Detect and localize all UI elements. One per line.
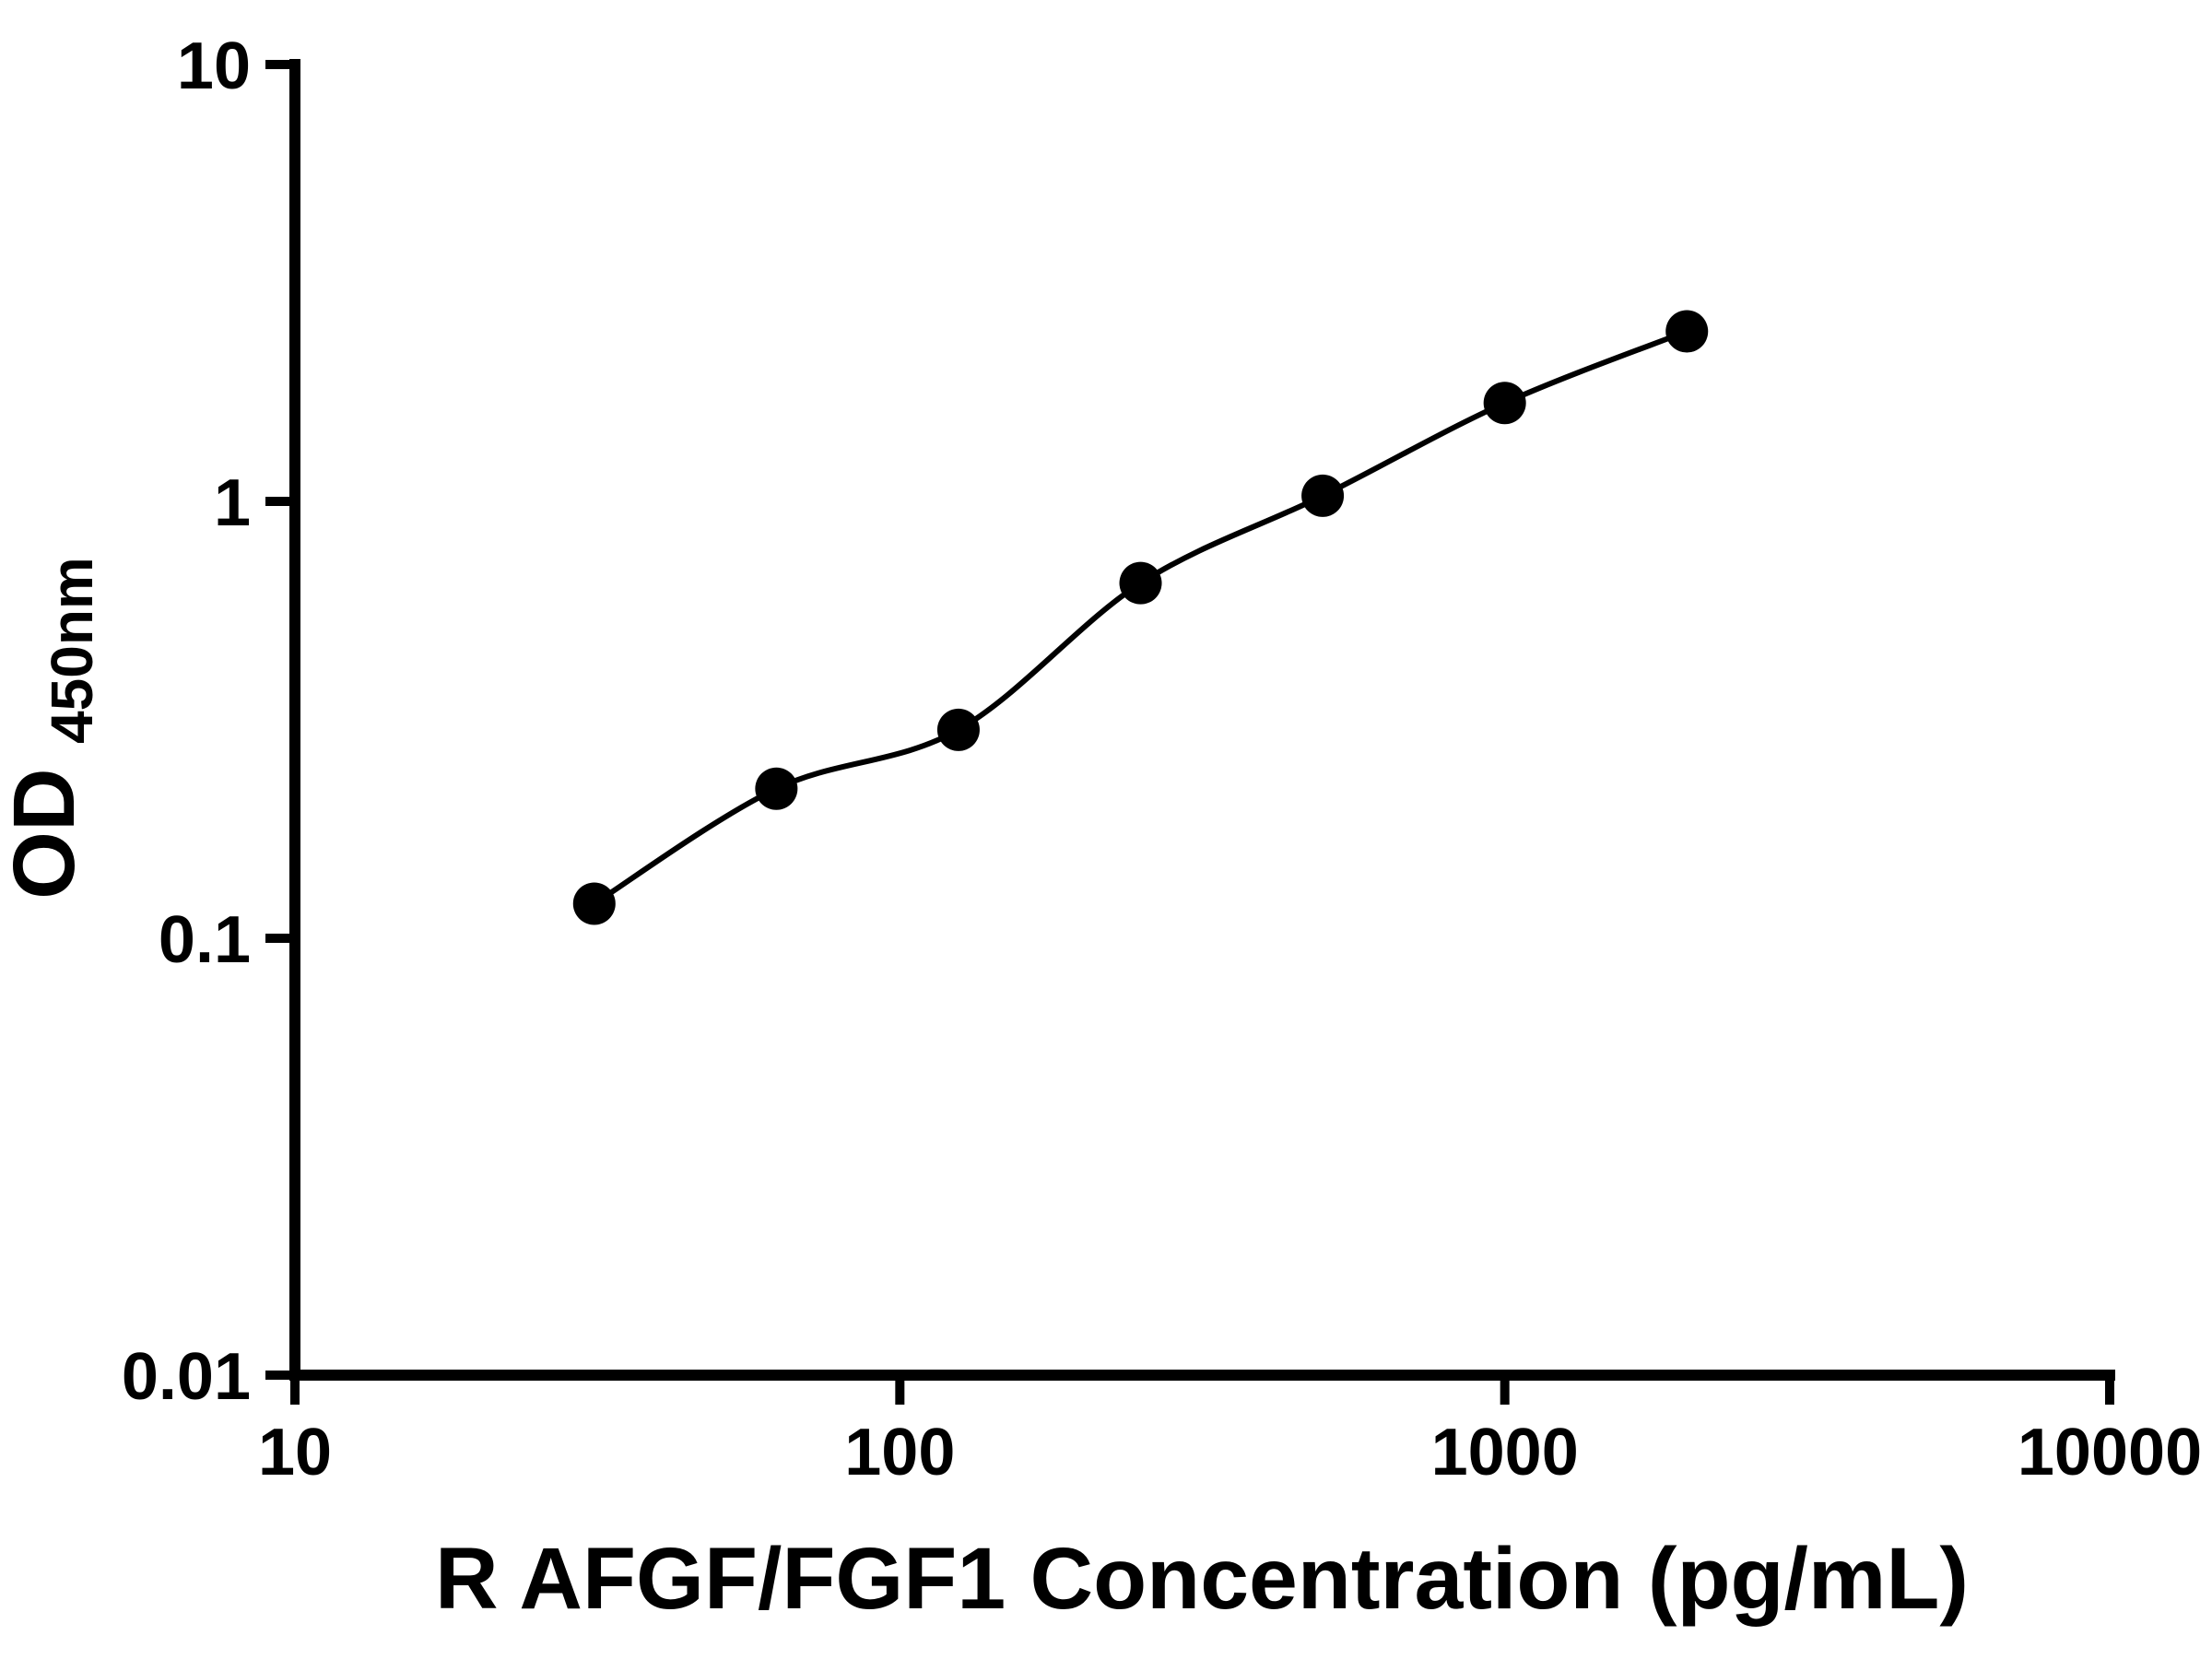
x-axis-tick-label: 100 <box>844 1416 955 1489</box>
plot-series <box>572 310 1709 925</box>
y-axis-title: OD 450nm <box>0 557 105 900</box>
y-axis-tick-label: 0.01 <box>122 1340 251 1414</box>
data-point <box>1665 310 1709 353</box>
fit-curve <box>593 328 1688 907</box>
y-axis-title-subscript: 450nm <box>39 557 105 744</box>
data-point <box>1119 561 1162 605</box>
data-point <box>1483 382 1526 425</box>
x-axis-title: R AFGF/FGF1 Concentration (pg/mL) <box>435 1530 1969 1628</box>
x-axis-tick-label: 10000 <box>2018 1416 2202 1489</box>
axes: 10 100 1000 10000 0.01 0.1 1 10 <box>122 29 2202 1489</box>
data-point <box>755 767 798 810</box>
x-axis-tick-label: 1000 <box>1431 1416 1579 1489</box>
y-axis-tick-label: 0.1 <box>159 903 251 977</box>
x-axis-tick-label: 10 <box>258 1416 332 1489</box>
data-point <box>572 882 616 925</box>
y-axis-tick-label: 1 <box>214 466 251 540</box>
axis-spine <box>289 59 2115 1381</box>
data-point <box>936 708 980 751</box>
data-point <box>1301 474 1345 517</box>
y-axis-tick-label: 10 <box>177 29 251 103</box>
y-axis-title-base: OD <box>0 768 93 900</box>
